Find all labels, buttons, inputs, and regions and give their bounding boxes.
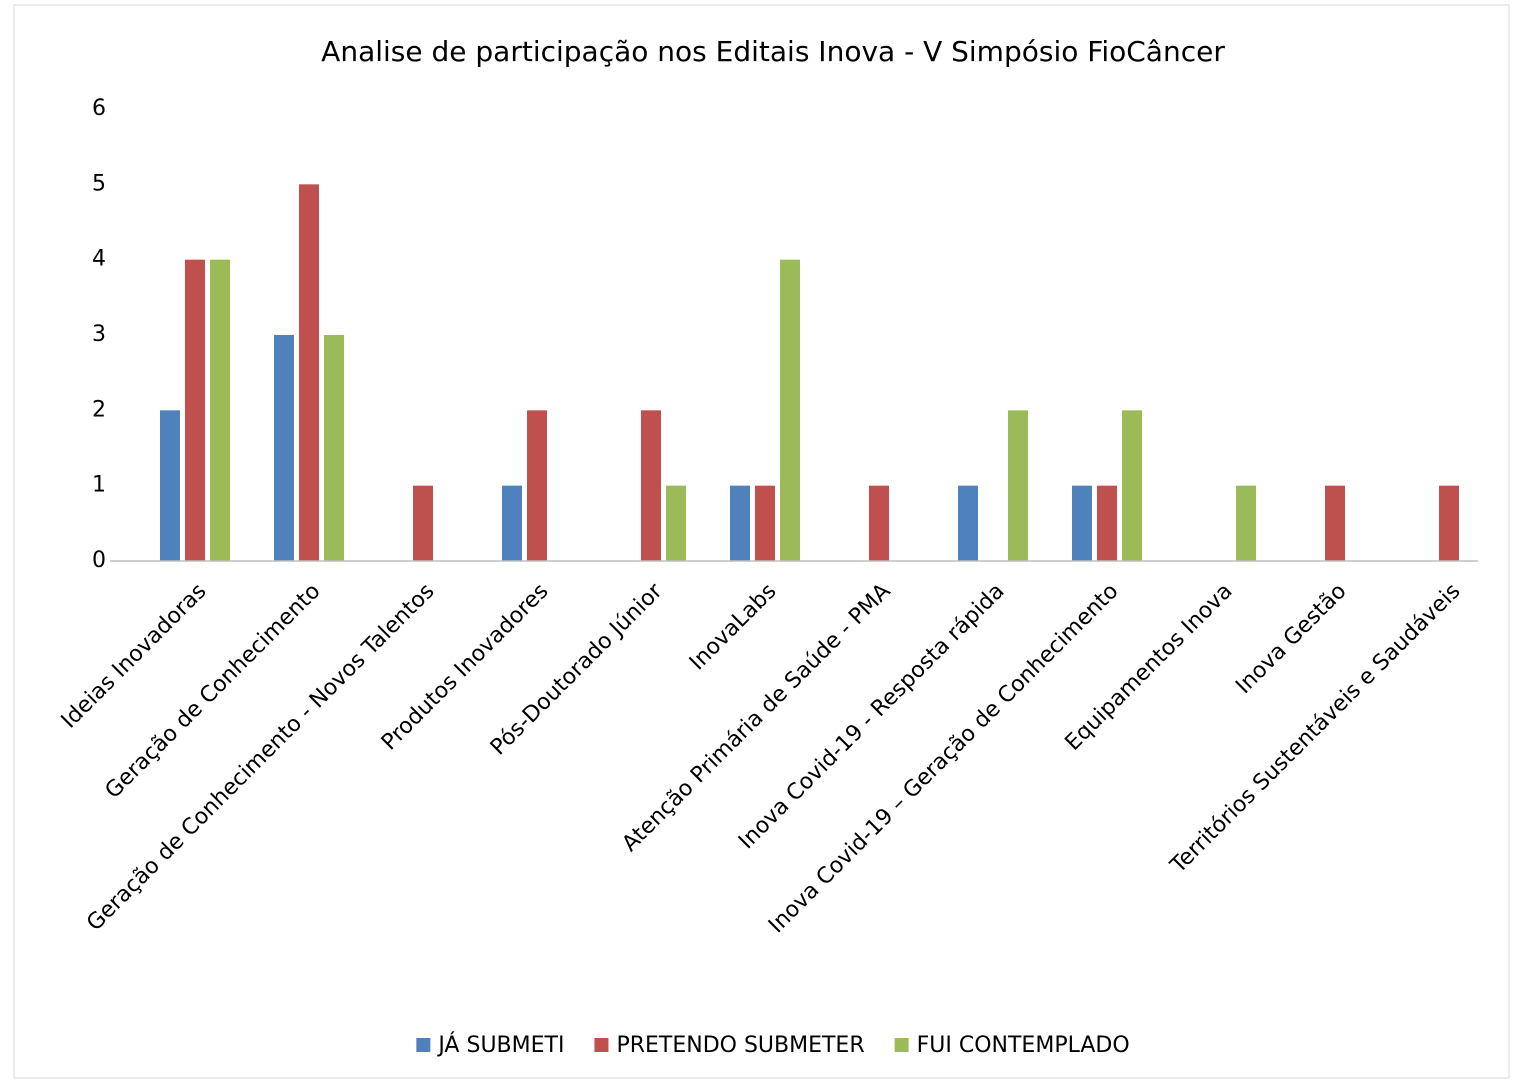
bar [527, 410, 547, 561]
bar [958, 485, 978, 561]
y-tick-label: 0 [92, 548, 106, 573]
chart-title: Analise de participação nos Editais Inov… [321, 35, 1225, 68]
legend-swatch [594, 1038, 609, 1052]
bar [730, 485, 750, 561]
legend-swatch [894, 1038, 909, 1052]
legend-label: JÁ SUBMETI [436, 1032, 564, 1058]
bar [755, 485, 775, 561]
legend-label: FUI CONTEMPLADO [917, 1033, 1130, 1058]
bar [1122, 410, 1142, 561]
bar [666, 485, 686, 561]
legend-swatch [416, 1038, 431, 1052]
bar [160, 410, 180, 561]
bar [413, 485, 433, 561]
bar [1008, 410, 1028, 561]
bar [1097, 485, 1117, 561]
bar [869, 485, 889, 561]
y-tick-label: 2 [92, 397, 106, 422]
bar [1236, 485, 1256, 561]
legend-label: PRETENDO SUBMETER [616, 1033, 864, 1058]
bar [274, 335, 294, 561]
bar [502, 485, 522, 561]
bar [299, 184, 319, 562]
bar [780, 259, 800, 561]
bar [1325, 485, 1345, 561]
bar [324, 335, 344, 561]
legend: JÁ SUBMETI PRETENDO SUBMETER FUI CONTEMPLA… [416, 1032, 1130, 1058]
y-tick-label: 3 [92, 322, 106, 347]
bar [1072, 485, 1092, 561]
bar [641, 410, 661, 561]
y-tick-label: 6 [92, 96, 106, 121]
bar [210, 259, 230, 561]
y-tick-label: 4 [92, 247, 106, 272]
y-tick-label: 1 [92, 473, 106, 498]
bar [1439, 485, 1459, 561]
y-tick-label: 5 [92, 171, 106, 196]
bar [185, 259, 205, 561]
